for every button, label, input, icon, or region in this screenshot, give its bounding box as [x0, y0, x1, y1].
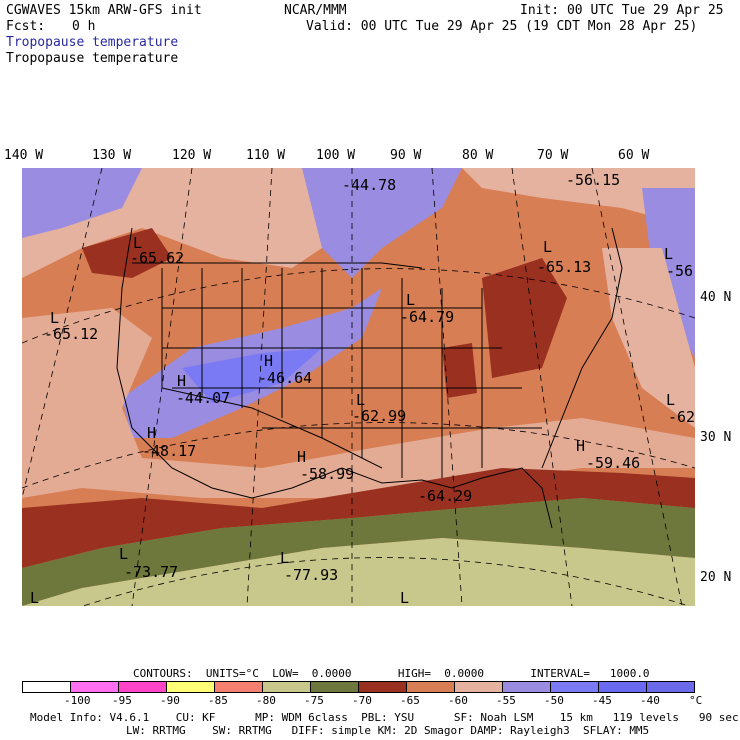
contour-value: -46.64 [258, 369, 313, 387]
colorbar-swatch [23, 682, 71, 692]
contour-value: -62.99 [352, 407, 407, 425]
low-marker: L [400, 589, 410, 607]
contour-value: -65.62 [130, 249, 185, 267]
colorbar-swatch [599, 682, 647, 692]
colorbar-swatch [647, 682, 694, 692]
colorbar-tick: -85 [208, 694, 228, 707]
lon-label: 140 W [4, 148, 44, 163]
low-marker: L [666, 391, 676, 409]
field-red-ohio [442, 343, 477, 398]
lon-label: 90 W [390, 148, 422, 163]
lat-label: 20 N [700, 570, 732, 585]
colorbar-tick: -40 [640, 694, 660, 707]
contour-value: -62 [668, 408, 696, 426]
field-title-1: Tropopause temperature [6, 35, 179, 50]
high-marker: H [177, 372, 187, 390]
colorbar-swatch [119, 682, 167, 692]
high-marker: H [264, 352, 274, 370]
colorbar-swatch [71, 682, 119, 692]
colorbar-swatch [407, 682, 455, 692]
low-marker: L [356, 391, 366, 409]
org-label: NCAR/MMM [284, 3, 347, 18]
colorbar-swatch [215, 682, 263, 692]
lon-label: 80 W [462, 148, 494, 163]
colorbar-tick: -95 [112, 694, 132, 707]
contour-value: -73.77 [124, 563, 179, 581]
contour-value: -56.15 [566, 171, 621, 189]
colorbar-tick: -60 [448, 694, 468, 707]
contour-value: -77.93 [284, 566, 339, 584]
colorbar-swatch [503, 682, 551, 692]
low-marker: L [30, 589, 40, 607]
contour-value: -56 [666, 262, 694, 280]
contour-value: -64.29 [418, 487, 473, 505]
lon-label: 110 W [246, 148, 286, 163]
colorbar-tick: -65 [400, 694, 420, 707]
high-marker: H [576, 437, 586, 455]
low-marker: L [280, 549, 290, 567]
fcst-value: 0 h [72, 19, 96, 34]
colorbar-tick: -100 [64, 694, 91, 707]
map-panel [22, 168, 695, 606]
contour-value: -65.12 [44, 325, 99, 343]
colorbar-swatch [263, 682, 311, 692]
colorbar-tick: -90 [160, 694, 180, 707]
contour-value: -58.99 [300, 465, 355, 483]
colorbar-swatch [167, 682, 215, 692]
model-title: CGWAVES 15km ARW-GFS init [6, 3, 202, 18]
colorbar-unit: °C [689, 694, 703, 707]
field-blue-nw [22, 168, 142, 238]
field-red-nw [82, 228, 172, 278]
contour-value: -44.78 [342, 176, 397, 194]
field-red-east [482, 258, 567, 378]
field-blue-north [302, 168, 462, 278]
lon-label: 60 W [618, 148, 650, 163]
contour-value: -48.17 [142, 442, 197, 460]
init-time: Init: 00 UTC Tue 29 Apr 25 [520, 3, 724, 18]
contour-value: -65.13 [537, 258, 592, 276]
colorbar-swatch [455, 682, 503, 692]
low-marker: L [50, 309, 60, 327]
colorbar [22, 681, 695, 693]
colorbar-tick: -50 [544, 694, 564, 707]
contour-value: -44.07 [176, 389, 231, 407]
low-marker: L [664, 245, 674, 263]
high-marker: H [297, 448, 307, 466]
low-marker: L [133, 234, 143, 252]
lat-label: 30 N [700, 430, 732, 445]
high-marker: H [147, 424, 157, 442]
contour-value: -59.46 [586, 454, 641, 472]
contour-value: -64.79 [400, 308, 455, 326]
field-pink-east [602, 248, 695, 428]
colorbar-tick: -55 [496, 694, 516, 707]
colorbar-tick: -45 [592, 694, 612, 707]
field-khaki [22, 538, 695, 606]
field-red-south [22, 468, 695, 568]
colorbar-swatch [311, 682, 359, 692]
contours-info: CONTOURS: UNITS=°C LOW= 0.0000 HIGH= 0.0… [133, 667, 650, 680]
lon-label: 130 W [92, 148, 132, 163]
model-info-line1: Model Info: V4.6.1 CU: KF MP: WDM 6class… [30, 711, 739, 724]
low-marker: L [543, 238, 553, 256]
lon-label: 100 W [316, 148, 356, 163]
model-info-line2: LW: RRTMG SW: RRTMG DIFF: simple KM: 2D … [126, 724, 650, 737]
colorbar-tick: -75 [304, 694, 324, 707]
field-pink-ne [462, 168, 695, 228]
fcst-label: Fcst: [6, 19, 46, 34]
low-marker: L [119, 545, 129, 563]
low-marker: L [406, 291, 416, 309]
field-title-2: Tropopause temperature [6, 51, 179, 66]
colorbar-swatch [359, 682, 407, 692]
lon-label: 120 W [172, 148, 212, 163]
field-blue-core [182, 348, 322, 403]
colorbar-tick: -70 [352, 694, 372, 707]
valid-time: Valid: 00 UTC Tue 29 Apr 25 (19 CDT Mon … [306, 19, 698, 34]
lon-label: 70 W [537, 148, 569, 163]
colorbar-swatch [551, 682, 599, 692]
colorbar-tick: -80 [256, 694, 276, 707]
lat-label: 40 N [700, 290, 732, 305]
field-olive [22, 498, 695, 606]
boundaries [116, 227, 623, 529]
field-pink-belt [22, 308, 695, 498]
